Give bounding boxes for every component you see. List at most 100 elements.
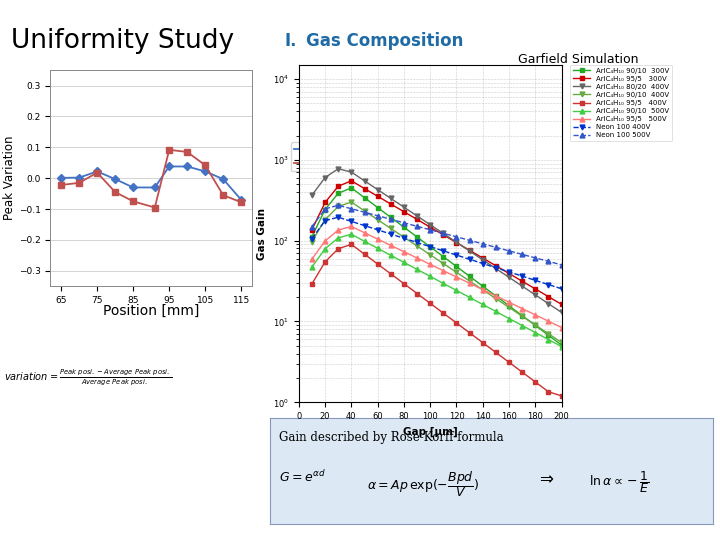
Neon 100 400V xyxy=(400,235,408,241)
Text: Uniformity Study: Uniformity Study xyxy=(11,28,234,53)
Neon 100 400V xyxy=(492,265,500,271)
Line: A:95%: A:95% xyxy=(58,164,244,202)
Neon 100 500V xyxy=(360,209,369,215)
ArIC₄H₁₀ 90/10  300V xyxy=(373,204,382,211)
ArIC₄H₁₀ 90/10  300V xyxy=(334,190,343,197)
ArIC₄H₁₀ 90/10  500V xyxy=(426,273,435,280)
ArIC₄H₁₀ 95/5   500V xyxy=(426,261,435,268)
ArIC₄H₁₀ 95/5   400V xyxy=(505,359,513,366)
Legend: A:95%, A:90%: A:95%, A:90% xyxy=(291,141,352,172)
ArIC₄H₁₀ 80/20  400V xyxy=(373,186,382,193)
Neon 100 400V xyxy=(518,273,526,279)
ArIC₄H₁₀ 90/10  400V xyxy=(334,203,343,210)
Neon 100 400V xyxy=(478,260,487,267)
Neon 100 400V xyxy=(321,218,330,224)
A:95% xyxy=(75,174,84,181)
Neon 100 500V xyxy=(400,220,408,226)
ArIC₄H₁₀ 95/5   300V xyxy=(321,199,330,206)
ArIC₄H₁₀ 80/20  400V xyxy=(321,174,330,181)
ArIC₄H₁₀ 95/5   400V xyxy=(544,389,553,395)
ArIC₄H₁₀ 95/5   300V xyxy=(413,216,421,222)
A:90% xyxy=(219,192,228,198)
Neon 100 400V xyxy=(557,286,566,292)
ArIC₄H₁₀ 80/20  400V xyxy=(360,178,369,184)
ArIC₄H₁₀ 90/10  400V xyxy=(307,238,316,245)
Y-axis label: Peak Variation: Peak Variation xyxy=(3,136,16,220)
ArIC₄H₁₀ 95/5   400V xyxy=(439,310,448,316)
ArIC₄H₁₀ 90/10  400V xyxy=(452,269,461,275)
ArIC₄H₁₀ 90/10  500V xyxy=(307,264,316,270)
ArIC₄H₁₀ 95/5   500V xyxy=(334,227,343,233)
ArIC₄H₁₀ 90/10  400V xyxy=(321,217,330,223)
Neon 100 500V xyxy=(531,255,540,261)
A:90% xyxy=(237,199,246,206)
ArIC₄H₁₀ 95/5   400V xyxy=(492,349,500,356)
ArIC₄H₁₀ 90/10  500V xyxy=(531,329,540,336)
ArIC₄H₁₀ 90/10  500V xyxy=(557,343,566,350)
Neon 100 500V xyxy=(439,230,448,237)
ArIC₄H₁₀ 95/5   300V xyxy=(426,224,435,231)
Neon 100 500V xyxy=(321,206,330,212)
ArIC₄H₁₀ 90/10  300V xyxy=(505,302,513,309)
ArIC₄H₁₀ 80/20  400V xyxy=(413,213,421,219)
ArIC₄H₁₀ 95/5   300V xyxy=(334,183,343,190)
Text: Gain described by Rose-Korff formula: Gain described by Rose-Korff formula xyxy=(279,431,503,444)
Neon 100 500V xyxy=(426,227,435,233)
ArIC₄H₁₀ 95/5   500V xyxy=(531,312,540,318)
ArIC₄H₁₀ 95/5   400V xyxy=(465,329,474,336)
ArIC₄H₁₀ 95/5   400V xyxy=(373,261,382,267)
ArIC₄H₁₀ 90/10  500V xyxy=(465,294,474,301)
ArIC₄H₁₀ 95/5   400V xyxy=(531,379,540,385)
ArIC₄H₁₀ 95/5   500V xyxy=(360,230,369,236)
ArIC₄H₁₀ 90/10  300V xyxy=(478,283,487,289)
Neon 100 400V xyxy=(531,277,540,284)
Neon 100 400V xyxy=(452,252,461,258)
A:90% xyxy=(111,189,120,195)
Line: Neon 100 500V: Neon 100 500V xyxy=(310,203,564,267)
ArIC₄H₁₀ 90/10  300V xyxy=(518,313,526,319)
ArIC₄H₁₀ 95/5   500V xyxy=(347,223,356,230)
ArIC₄H₁₀ 95/5   300V xyxy=(360,185,369,192)
ArIC₄H₁₀ 90/10  300V xyxy=(544,332,553,339)
ArIC₄H₁₀ 95/5   300V xyxy=(373,193,382,199)
ArIC₄H₁₀ 95/5   500V xyxy=(518,305,526,312)
Neon 100 500V xyxy=(347,206,356,212)
Line: ArIC₄H₁₀ 90/10  300V: ArIC₄H₁₀ 90/10 300V xyxy=(310,185,564,348)
ArIC₄H₁₀ 90/10  500V xyxy=(452,287,461,294)
Text: Garfield Simulation: Garfield Simulation xyxy=(518,53,639,66)
ArIC₄H₁₀ 80/20  400V xyxy=(557,309,566,316)
ArIC₄H₁₀ 80/20  400V xyxy=(505,274,513,281)
ArIC₄H₁₀ 80/20  400V xyxy=(307,192,316,198)
Neon 100 400V xyxy=(439,248,448,254)
ArIC₄H₁₀ 90/10  400V xyxy=(518,313,526,320)
ArIC₄H₁₀ 90/10  500V xyxy=(492,308,500,315)
ArIC₄H₁₀ 90/10  500V xyxy=(373,245,382,252)
ArIC₄H₁₀ 95/5   400V xyxy=(321,259,330,265)
A:95% xyxy=(150,184,159,191)
Text: Gas Composition: Gas Composition xyxy=(306,31,464,50)
ArIC₄H₁₀ 90/10  500V xyxy=(518,322,526,329)
A:90% xyxy=(183,148,192,155)
ArIC₄H₁₀ 95/5   300V xyxy=(465,247,474,254)
Y-axis label: Gas Gain: Gas Gain xyxy=(257,207,267,260)
ArIC₄H₁₀ 90/10  400V xyxy=(492,295,500,302)
Neon 100 400V xyxy=(544,281,553,288)
ArIC₄H₁₀ 80/20  400V xyxy=(426,221,435,228)
Neon 100 500V xyxy=(413,223,421,230)
A:90% xyxy=(129,198,138,205)
ArIC₄H₁₀ 90/10  300V xyxy=(413,234,421,240)
Line: Neon 100 400V: Neon 100 400V xyxy=(310,215,564,291)
ArIC₄H₁₀ 90/10  500V xyxy=(505,315,513,322)
ArIC₄H₁₀ 90/10  400V xyxy=(347,199,356,205)
ArIC₄H₁₀ 95/5   500V xyxy=(492,293,500,299)
Neon 100 400V xyxy=(373,227,382,233)
ArIC₄H₁₀ 90/10  500V xyxy=(321,246,330,252)
ArIC₄H₁₀ 90/10  400V xyxy=(413,243,421,249)
ArIC₄H₁₀ 80/20  400V xyxy=(439,230,448,237)
ArIC₄H₁₀ 95/5   400V xyxy=(557,393,566,399)
ArIC₄H₁₀ 90/10  300V xyxy=(307,233,316,240)
ArIC₄H₁₀ 90/10  300V xyxy=(321,206,330,213)
A:90% xyxy=(165,146,174,153)
ArIC₄H₁₀ 90/10  500V xyxy=(334,235,343,241)
Neon 100 500V xyxy=(465,237,474,244)
